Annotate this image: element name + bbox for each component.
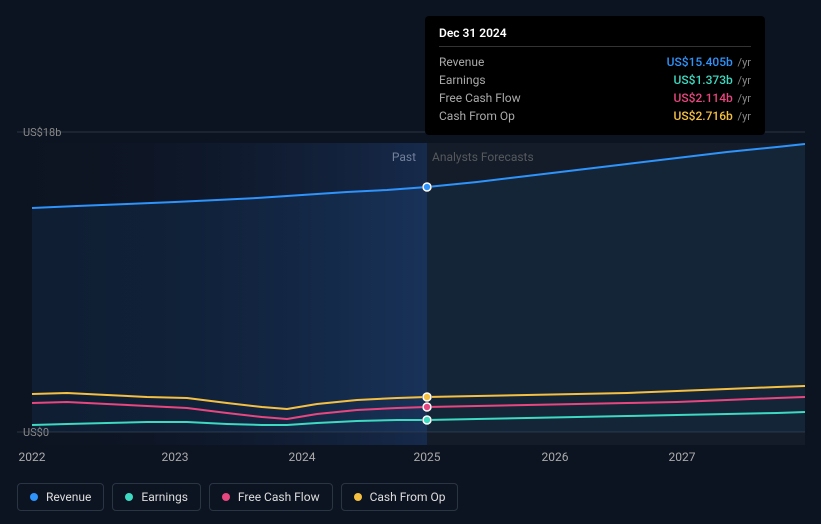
tooltip-metric-label: Earnings (439, 73, 486, 87)
tooltip-unit: /yr (735, 56, 751, 69)
tooltip-metric-value: US$15.405b (667, 55, 733, 69)
chart-svg (17, 125, 805, 445)
tooltip-metric-label: Cash From Op (439, 109, 515, 123)
x-axis-label: 2027 (669, 450, 696, 464)
legend-label: Earnings (141, 490, 188, 504)
x-axis-label: 2025 (414, 450, 441, 464)
chart-area[interactable]: US$18b US$0 (17, 125, 805, 445)
legend-label: Revenue (46, 490, 91, 504)
legend-item[interactable]: Free Cash Flow (209, 483, 333, 511)
legend-dot-icon (222, 493, 230, 501)
x-axis-label: 2022 (19, 450, 46, 464)
legend-label: Cash From Op (370, 490, 446, 504)
y-axis-label: US$18b (23, 126, 61, 139)
tooltip-metric-value: US$2.716b (674, 109, 733, 123)
y-axis-label: US$0 (23, 426, 49, 439)
legend-item[interactable]: Cash From Op (341, 483, 459, 511)
tooltip-unit: /yr (735, 92, 751, 105)
legend: Revenue Earnings Free Cash Flow Cash From O… (17, 483, 458, 511)
tooltip-row: Cash From Op US$2.716b /yr (439, 107, 751, 125)
tooltip-row: Revenue US$15.405b /yr (439, 53, 751, 71)
tooltip-date: Dec 31 2024 (439, 26, 751, 47)
legend-dot-icon (30, 493, 38, 501)
tooltip-row: Earnings US$1.373b /yr (439, 71, 751, 89)
tooltip-unit: /yr (735, 110, 751, 123)
x-axis-label: 2024 (289, 450, 316, 464)
legend-item[interactable]: Earnings (112, 483, 201, 511)
legend-dot-icon (354, 493, 362, 501)
x-axis: 2022 2023 2024 2025 2026 2027 (17, 450, 805, 470)
chart-tooltip: Dec 31 2024 RevenueUS$15.405b /yrEarning… (425, 16, 765, 135)
tooltip-metric-label: Revenue (439, 55, 484, 69)
legend-label: Free Cash Flow (238, 490, 320, 504)
tooltip-metric-value: US$2.114b (674, 91, 733, 105)
legend-dot-icon (125, 493, 133, 501)
tooltip-row: Free Cash Flow US$2.114b /yr (439, 89, 751, 107)
tooltip-metric-label: Free Cash Flow (439, 91, 521, 105)
tooltip-metric-value: US$1.373b (674, 73, 733, 87)
legend-item[interactable]: Revenue (17, 483, 104, 511)
x-axis-label: 2026 (542, 450, 569, 464)
tooltip-unit: /yr (735, 74, 751, 87)
x-axis-label: 2023 (162, 450, 189, 464)
